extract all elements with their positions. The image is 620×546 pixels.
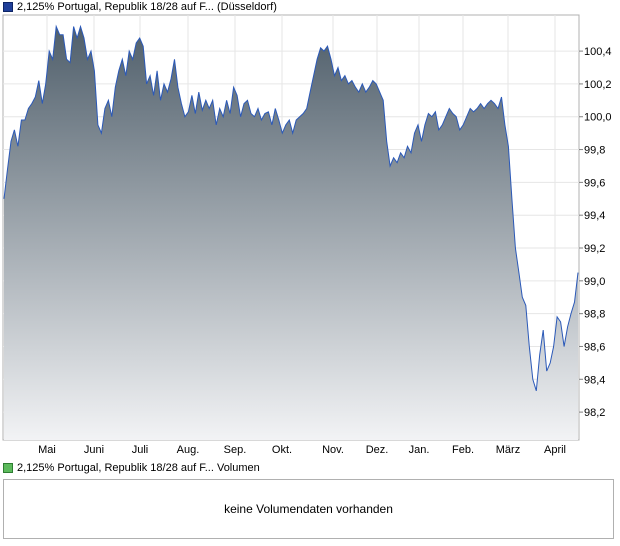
x-tick-label: Sep. [224, 444, 247, 456]
x-axis-ticks: Mai Juni Juli Aug. Sep. Okt. Nov. Dez. Jan. Feb. M… [38, 444, 566, 456]
x-tick-label: April [544, 444, 566, 456]
x-tick-label: März [496, 444, 520, 456]
volume-legend-label: 2,125% Portugal, Republik 18/28 auf F...… [17, 462, 260, 474]
volume-legend: 2,125% Portugal, Republik 18/28 auf F...… [3, 461, 260, 475]
y-tick-label: 98,8 [584, 309, 605, 321]
price-chart: 98,2 98,4 98,6 98,8 99,0 99,2 99,4 99,6 99,8 100,… [2, 14, 612, 456]
x-tick-label: Mai [38, 444, 56, 456]
y-tick-label: 100,0 [584, 112, 612, 124]
volume-panel: keine Volumendaten vorhanden [3, 479, 614, 539]
x-tick-label: Okt. [272, 444, 292, 456]
y-tick-label: 99,8 [584, 145, 605, 157]
price-line [3, 24, 579, 391]
x-tick-label: Aug. [177, 444, 200, 456]
y-tick-label: 100,2 [584, 79, 612, 91]
y-tick-label: 98,2 [584, 407, 605, 419]
price-legend-swatch-icon [3, 2, 13, 12]
x-tick-label: Nov. [322, 444, 344, 456]
y-axis-ticks: 98,2 98,4 98,6 98,8 99,0 99,2 99,4 99,6 99,8 100,… [579, 46, 612, 419]
price-area [4, 26, 578, 440]
y-tick-label: 99,4 [584, 210, 605, 222]
x-tick-label: Juni [84, 444, 104, 456]
y-tick-label: 100,4 [584, 46, 612, 58]
price-legend: 2,125% Portugal, Republik 18/28 auf F...… [3, 0, 277, 14]
x-tick-label: Jan. [409, 444, 430, 456]
y-tick-label: 99,2 [584, 243, 605, 255]
y-tick-label: 99,6 [584, 177, 605, 189]
price-legend-label: 2,125% Portugal, Republik 18/28 auf F...… [17, 1, 277, 13]
x-tick-label: Dez. [366, 444, 389, 456]
x-tick-label: Feb. [452, 444, 474, 456]
volume-empty-message: keine Volumendaten vorhanden [224, 502, 393, 516]
volume-legend-swatch-icon [3, 463, 13, 473]
y-tick-label: 98,4 [584, 374, 605, 386]
y-tick-label: 99,0 [584, 276, 605, 288]
y-tick-label: 98,6 [584, 341, 605, 353]
x-tick-label: Juli [132, 444, 149, 456]
